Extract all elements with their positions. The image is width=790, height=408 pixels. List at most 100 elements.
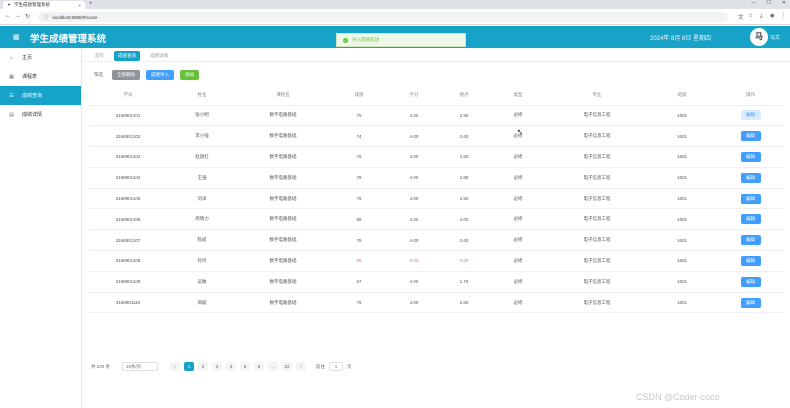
cell-score: 74	[329, 125, 389, 148]
cell-major: 电子信息工程	[547, 125, 647, 148]
cell-gpa: 2.50	[439, 105, 489, 127]
menu-icon[interactable]: ⋮	[781, 13, 787, 19]
new-tab-button[interactable]: +	[89, 1, 93, 7]
column-header: 操作	[717, 86, 784, 106]
edit-button[interactable]: 编辑	[740, 297, 761, 308]
cell-gpa: 0.00	[439, 250, 489, 272]
page-button-2[interactable]: 2	[198, 362, 209, 371]
page-button-3[interactable]: 3	[212, 362, 223, 371]
edit-button[interactable]: 编辑	[740, 235, 761, 246]
goto-label: 前往	[316, 363, 326, 369]
cell-name: 孙玲	[167, 250, 237, 272]
maximize-icon[interactable]: ☐	[766, 0, 771, 6]
sidebar-item-label: 主页	[22, 55, 33, 62]
cell-name: 吴敏	[167, 271, 237, 293]
cell-major: 电子信息工程	[547, 229, 647, 252]
edit-button[interactable]: 编辑	[740, 110, 761, 121]
page-button-22[interactable]: 22	[282, 362, 293, 371]
avatar[interactable]: 马	[750, 28, 768, 46]
main-content: 首页 成绩查询 成绩详情 筛选 全部删除 成绩导入 添加 学号 姓名 课程名 成…	[83, 48, 790, 408]
bookmark-icon[interactable]: ☆	[748, 13, 753, 19]
goto-page-input[interactable]: 1	[329, 362, 344, 371]
cell-credit: 0.00	[389, 250, 439, 272]
page-button-5[interactable]: 5	[240, 362, 251, 371]
minimize-icon[interactable]: ─	[751, 0, 756, 6]
profile-icon[interactable]: ◉	[770, 13, 775, 19]
edit-button[interactable]: 编辑	[740, 172, 761, 183]
table-body: 3168901101 张小明 数字电路基础 75 4.00 2.50 必修 电子…	[89, 105, 784, 314]
favicon-icon: ▼	[7, 2, 11, 7]
table-row: 3168901102 李小强 数字电路基础 74 4.00 2.60 必修 电子…	[89, 125, 784, 148]
page-size-value: 10条/页	[126, 363, 142, 369]
tag-score-detail[interactable]: 成绩详情	[150, 53, 168, 58]
edit-button[interactable]: 编辑	[740, 151, 761, 162]
import-button[interactable]: 成绩导入	[146, 70, 174, 80]
page-button-1[interactable]: 1	[184, 362, 195, 371]
table-row: 3168901107 陈斌 数字电路基础 76 4.00 2.60 必修 电子信…	[89, 229, 784, 252]
browser-tab-strip: ▼ 学生成绩管理系统 × + ─ ☐ ✕	[0, 0, 790, 9]
filter-label[interactable]: 筛选	[94, 72, 103, 77]
reload-icon[interactable]: ↻	[25, 14, 31, 20]
apps-grid-icon[interactable]: ▦	[13, 34, 20, 41]
success-toast: ✓ 导入成绩成功	[336, 33, 466, 47]
cell-gpa: 2.60	[439, 146, 489, 168]
browser-tab[interactable]: ▼ 学生成绩管理系统 ×	[3, 1, 85, 9]
cell-course: 数字电路基础	[237, 208, 329, 231]
delete-all-button[interactable]: 全部删除	[112, 70, 140, 80]
column-header: 绩点	[439, 86, 489, 106]
back-icon[interactable]: ←	[5, 13, 11, 19]
cell-name: 李小强	[167, 125, 237, 148]
add-button[interactable]: 添加	[180, 70, 199, 80]
cell-type: 必修	[489, 188, 547, 210]
prev-page-button[interactable]: ‹	[170, 362, 181, 371]
column-header: 学号	[89, 86, 167, 106]
cell-action: 编辑	[717, 125, 784, 148]
tag-score-query[interactable]: 成绩查询	[114, 51, 140, 61]
cell-action: 编辑	[717, 105, 784, 127]
url-field[interactable]: ⓘ localhost:8080/#/score	[38, 12, 728, 22]
translate-icon[interactable]: 文	[738, 15, 744, 21]
forward-icon[interactable]: →	[15, 13, 21, 19]
cell-course: 数字电路基础	[237, 105, 329, 127]
edit-button[interactable]: 编辑	[740, 255, 761, 266]
page-ellipsis[interactable]: ...	[268, 362, 279, 371]
cell-type: 必修	[489, 208, 547, 231]
download-icon[interactable]: ⤓	[760, 13, 763, 19]
tab-close-icon[interactable]: ×	[78, 2, 81, 8]
address-bar: ← → ↻ ⓘ localhost:8080/#/score 文 ☆ ⤓ ◉ ⋮	[0, 9, 790, 25]
sidebar-item-score-detail[interactable]: ▤ 成绩详情	[0, 105, 81, 124]
column-header: 成绩	[329, 86, 389, 106]
cell-class: 1601	[647, 167, 717, 189]
user-name[interactable]: 马文	[770, 35, 781, 41]
sidebar-item-label: 成绩详情	[22, 112, 43, 119]
cell-class: 1601	[647, 271, 717, 293]
edit-button[interactable]: 编辑	[740, 276, 761, 287]
cell-credit: 4.00	[389, 208, 439, 231]
cell-major: 电子信息工程	[547, 271, 647, 293]
cell-course: 数字电路基础	[237, 125, 329, 148]
cell-name: 陈斌	[167, 229, 237, 252]
edit-button[interactable]: 编辑	[740, 131, 761, 142]
cell-student-id: 3168901105	[89, 188, 167, 210]
page-button-6[interactable]: 6	[254, 362, 265, 371]
tag-home[interactable]: 首页	[95, 53, 104, 58]
sidebar-item-home[interactable]: ⌂ 主页	[0, 48, 81, 67]
cell-gpa: 2.80	[439, 167, 489, 189]
page-size-select[interactable]: 10条/页	[122, 362, 159, 371]
close-window-icon[interactable]: ✕	[781, 0, 786, 6]
table-row: 3168901108 孙玲 数字电路基础 55 0.00 0.00 必修 电子信…	[89, 250, 784, 272]
cell-student-id: 3168901109	[89, 271, 167, 293]
cell-credit: 4.00	[389, 167, 439, 189]
edit-button[interactable]: 编辑	[740, 214, 761, 225]
cell-type: 必修	[489, 125, 547, 148]
cell-course: 数字电路基础	[237, 229, 329, 252]
page-button-4[interactable]: 4	[226, 362, 237, 371]
cell-class: 1601	[647, 208, 717, 231]
sidebar-item-score-query[interactable]: ☰ 成绩查询	[0, 86, 81, 106]
sidebar-item-timetable[interactable]: ▦ 课程表	[0, 67, 81, 86]
edit-button[interactable]: 编辑	[740, 193, 761, 204]
cell-gpa: 2.60	[439, 292, 489, 314]
cell-name: 周晓力	[167, 208, 237, 231]
next-page-button[interactable]: ›	[296, 362, 307, 371]
cell-class: 1601	[647, 125, 717, 148]
